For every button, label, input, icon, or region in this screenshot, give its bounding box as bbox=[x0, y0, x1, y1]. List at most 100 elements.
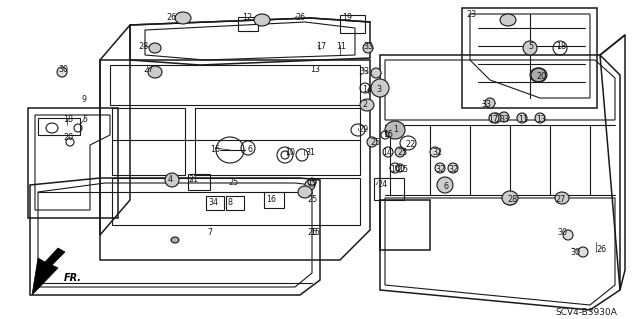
Text: 14: 14 bbox=[362, 85, 372, 94]
Bar bbox=[264, 192, 284, 208]
Text: 11: 11 bbox=[518, 115, 528, 124]
Ellipse shape bbox=[448, 163, 458, 173]
Bar bbox=[462, 8, 597, 108]
Text: 30: 30 bbox=[570, 248, 580, 257]
Text: 2: 2 bbox=[362, 100, 367, 109]
Text: FR.: FR. bbox=[64, 273, 82, 283]
Text: 8: 8 bbox=[228, 198, 233, 207]
Text: 17: 17 bbox=[316, 42, 326, 51]
Ellipse shape bbox=[175, 12, 191, 24]
Text: 1: 1 bbox=[393, 125, 398, 134]
Ellipse shape bbox=[517, 113, 527, 123]
Ellipse shape bbox=[502, 191, 518, 205]
Text: 20: 20 bbox=[63, 133, 73, 142]
Text: 30: 30 bbox=[557, 228, 567, 237]
Text: 27: 27 bbox=[555, 195, 565, 204]
Ellipse shape bbox=[395, 147, 405, 157]
Ellipse shape bbox=[57, 67, 67, 77]
Ellipse shape bbox=[555, 192, 569, 204]
Ellipse shape bbox=[535, 113, 545, 123]
Ellipse shape bbox=[499, 112, 509, 122]
Text: 25: 25 bbox=[307, 195, 317, 204]
Bar bbox=[238, 17, 258, 31]
Text: 20: 20 bbox=[536, 72, 546, 81]
Text: 17: 17 bbox=[488, 115, 498, 124]
Ellipse shape bbox=[500, 14, 516, 26]
Text: 32: 32 bbox=[432, 148, 442, 157]
Text: 13: 13 bbox=[310, 65, 320, 74]
Ellipse shape bbox=[437, 177, 453, 193]
Text: 33: 33 bbox=[481, 100, 491, 109]
Text: 3: 3 bbox=[376, 85, 381, 94]
Ellipse shape bbox=[298, 186, 312, 198]
Text: 13: 13 bbox=[536, 115, 546, 124]
Ellipse shape bbox=[435, 163, 445, 173]
Text: 32: 32 bbox=[448, 165, 458, 174]
Text: 21: 21 bbox=[188, 175, 198, 184]
Text: 25: 25 bbox=[370, 138, 380, 147]
Text: 25: 25 bbox=[228, 178, 238, 187]
Text: 26: 26 bbox=[596, 245, 606, 254]
Text: 14: 14 bbox=[390, 165, 400, 174]
Text: 32: 32 bbox=[435, 165, 445, 174]
Text: 15: 15 bbox=[307, 178, 317, 187]
Text: 10: 10 bbox=[285, 148, 295, 157]
Ellipse shape bbox=[504, 195, 516, 205]
Text: 31: 31 bbox=[305, 148, 315, 157]
Text: 33: 33 bbox=[363, 42, 373, 51]
Ellipse shape bbox=[430, 147, 440, 157]
Text: 25: 25 bbox=[307, 228, 317, 237]
Polygon shape bbox=[32, 248, 65, 295]
Text: 14: 14 bbox=[382, 148, 392, 157]
Text: 15: 15 bbox=[310, 228, 320, 237]
Ellipse shape bbox=[489, 113, 499, 123]
Text: 15: 15 bbox=[398, 165, 408, 174]
Text: 7: 7 bbox=[207, 228, 212, 237]
Text: 5: 5 bbox=[528, 42, 533, 51]
Text: 28: 28 bbox=[507, 195, 517, 204]
Text: 28: 28 bbox=[138, 42, 148, 51]
Text: 33: 33 bbox=[359, 67, 369, 76]
Ellipse shape bbox=[148, 66, 162, 78]
Ellipse shape bbox=[305, 180, 315, 190]
Bar bbox=[340, 15, 365, 33]
Bar bbox=[206, 196, 224, 210]
Text: 30: 30 bbox=[58, 65, 68, 74]
Ellipse shape bbox=[371, 68, 381, 78]
Text: 11: 11 bbox=[336, 42, 346, 51]
Text: 9: 9 bbox=[82, 95, 87, 104]
Ellipse shape bbox=[563, 230, 573, 240]
Text: 12: 12 bbox=[242, 13, 252, 22]
Ellipse shape bbox=[578, 247, 588, 257]
Text: 18: 18 bbox=[63, 115, 73, 124]
Text: 33: 33 bbox=[499, 115, 509, 124]
Text: 22: 22 bbox=[405, 140, 415, 149]
Ellipse shape bbox=[367, 137, 377, 147]
Text: 6: 6 bbox=[443, 182, 448, 191]
Text: 26: 26 bbox=[166, 13, 176, 22]
Ellipse shape bbox=[371, 79, 389, 97]
Bar bbox=[28, 108, 118, 218]
Ellipse shape bbox=[491, 113, 501, 123]
Ellipse shape bbox=[530, 68, 546, 82]
Ellipse shape bbox=[171, 237, 179, 243]
Text: 26: 26 bbox=[295, 13, 305, 22]
Text: 25: 25 bbox=[397, 148, 407, 157]
Text: 15: 15 bbox=[383, 130, 393, 139]
Text: SCV4-B3930A: SCV4-B3930A bbox=[555, 308, 617, 317]
Ellipse shape bbox=[363, 43, 373, 53]
Text: 4: 4 bbox=[168, 175, 173, 184]
Text: 19: 19 bbox=[342, 13, 352, 22]
Ellipse shape bbox=[149, 43, 161, 53]
Ellipse shape bbox=[165, 173, 179, 187]
Bar bbox=[188, 174, 210, 190]
Text: 16: 16 bbox=[210, 145, 220, 154]
Bar bbox=[226, 196, 244, 210]
Ellipse shape bbox=[485, 98, 495, 108]
Text: 27: 27 bbox=[143, 65, 153, 74]
Ellipse shape bbox=[523, 41, 537, 55]
Ellipse shape bbox=[385, 121, 405, 139]
Bar bbox=[374, 178, 404, 200]
Text: 23: 23 bbox=[466, 10, 476, 19]
Text: 24: 24 bbox=[377, 180, 387, 189]
